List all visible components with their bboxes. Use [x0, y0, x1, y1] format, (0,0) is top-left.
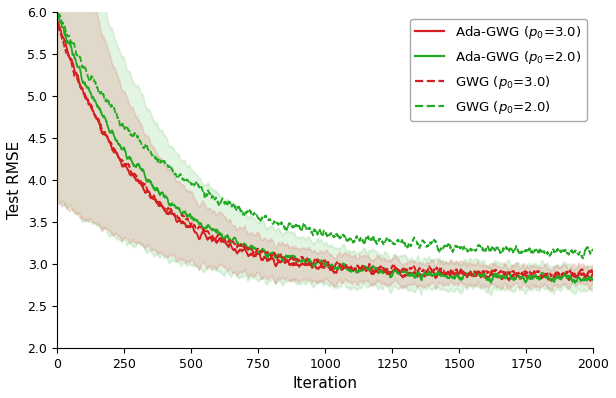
X-axis label: Iteration: Iteration: [293, 376, 358, 391]
Y-axis label: Test RMSE: Test RMSE: [7, 141, 22, 219]
Legend: Ada-GWG ($\mathit{p}_0$=3.0), Ada-GWG ($\mathit{p}_0$=2.0), GWG ($\mathit{p}_0$=: Ada-GWG ($\mathit{p}_0$=3.0), Ada-GWG ($…: [410, 19, 586, 121]
